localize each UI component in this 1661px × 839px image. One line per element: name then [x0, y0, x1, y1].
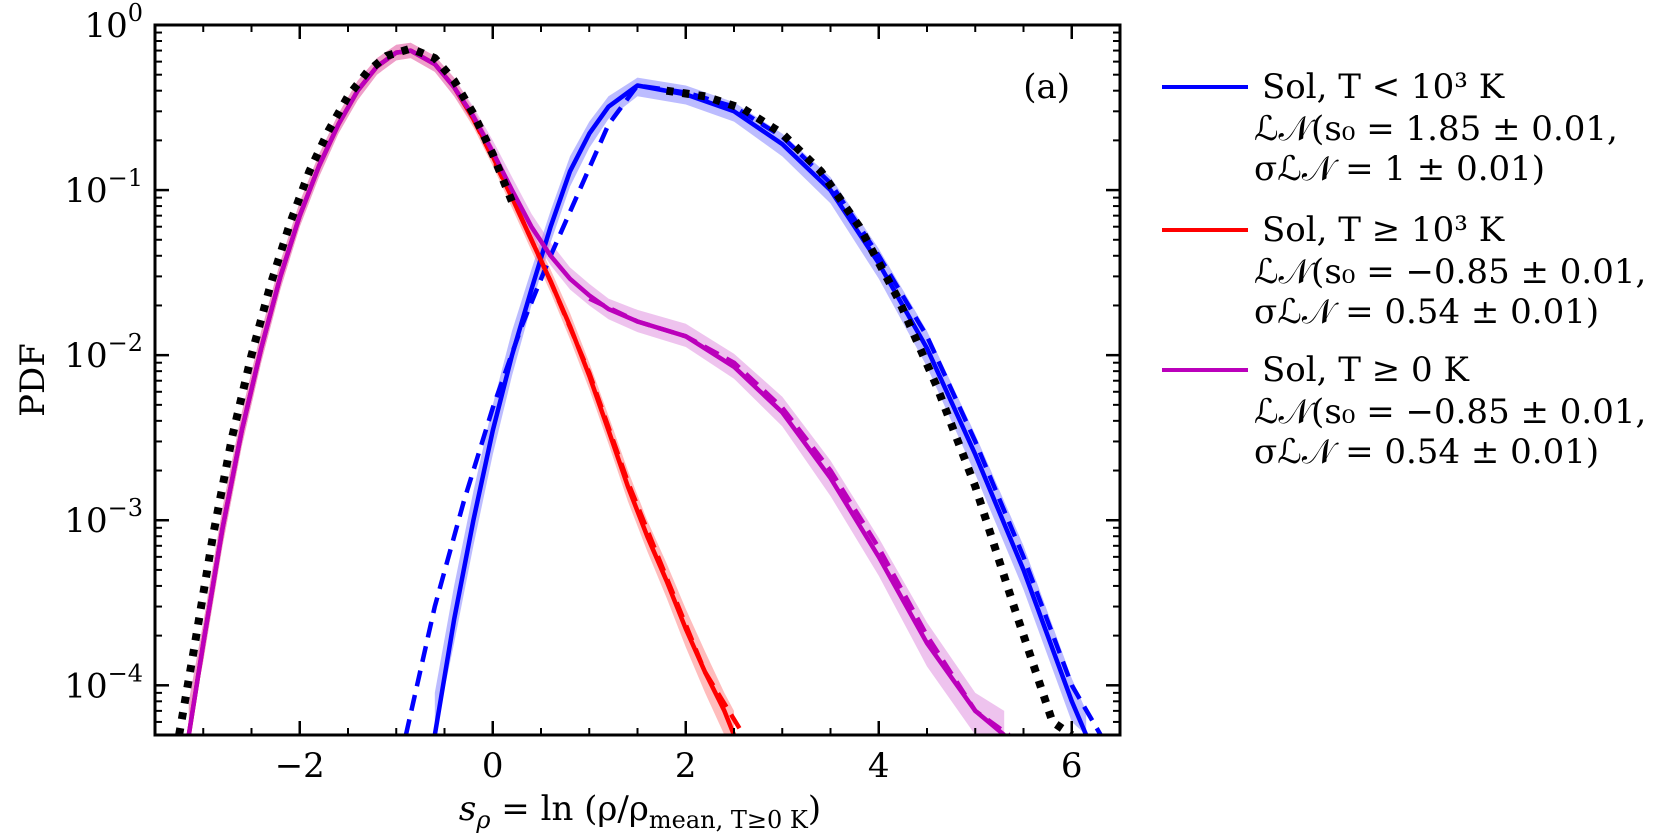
x-axis-label-main: s — [459, 789, 476, 829]
x-tick-label-3: 2 — [675, 746, 697, 786]
legend-fit-1b: σℒ𝒩 = 1 ± 0.01) — [1254, 149, 1545, 189]
y-tick-label-5: 10−4 — [64, 659, 143, 706]
x-tick-label-5: 6 — [1061, 746, 1083, 786]
series-band-1 — [434, 77, 1087, 735]
series-line-5 — [186, 48, 1006, 735]
series-line-3 — [186, 48, 737, 735]
x-axis-label-eq: = ln (ρ/ρ — [490, 789, 648, 829]
x-axis-label: sρ = ln (ρ/ρmean, T≥0 K) — [459, 789, 821, 834]
legend-label-1: Sol, T < 10³ K — [1262, 67, 1505, 107]
legend-label-3: Sol, T ≥ 0 K — [1262, 350, 1469, 390]
panel-label: (a) — [1023, 67, 1070, 107]
series-line-7 — [175, 44, 516, 735]
x-axis-label-sub: mean, T≥0 K — [649, 806, 809, 834]
legend-fit-2b: σℒ𝒩 = 0.54 ± 0.01) — [1254, 292, 1599, 332]
legend-fit-2a: ℒ𝒩(s₀ = −0.85 ± 0.01, — [1254, 252, 1646, 292]
series-band-3 — [188, 42, 734, 735]
y-tick-label-1: 100 — [84, 0, 143, 46]
plot-frame — [153, 23, 1122, 737]
series-layer — [175, 42, 1103, 735]
y-tick-label-3: 10−2 — [64, 329, 143, 376]
legend-fit-1a: ℒ𝒩(s₀ = 1.85 ± 0.01, — [1254, 109, 1618, 149]
series-line-6 — [588, 296, 1011, 735]
x-tick-label-4: 4 — [868, 746, 890, 786]
legend: Sol, T < 10³ K ℒ𝒩(s₀ = 1.85 ± 0.01, σℒ𝒩 … — [1162, 67, 1646, 472]
x-axis-label-main-sub: ρ — [475, 806, 490, 834]
legend-fit-3a: ℒ𝒩(s₀ = −0.85 ± 0.01, — [1254, 392, 1646, 432]
series-line-2 — [403, 83, 1103, 735]
legend-label-2: Sol, T ≥ 10³ K — [1262, 210, 1505, 250]
y-axis-label: PDF — [13, 343, 53, 417]
legend-entry-2: Sol, T ≥ 10³ K ℒ𝒩(s₀ = −0.85 ± 0.01, σℒ𝒩… — [1162, 210, 1646, 332]
legend-entry-1: Sol, T < 10³ K ℒ𝒩(s₀ = 1.85 ± 0.01, σℒ𝒩 … — [1162, 67, 1618, 189]
x-tick-label-1: −2 — [275, 746, 325, 786]
y-tick-label-4: 10−3 — [64, 494, 143, 541]
series-line-8 — [665, 86, 1075, 735]
legend-fit-3b: σℒ𝒩 = 0.54 ± 0.01) — [1254, 432, 1599, 472]
tick-layer: −2 0 2 4 6 100 10−1 10−2 10−3 10−4 — [64, 0, 1121, 786]
x-axis-label-close: ) — [808, 789, 821, 829]
x-tick-label-2: 0 — [482, 746, 504, 786]
y-tick-label-2: 10−1 — [64, 164, 143, 211]
series-line-1 — [432, 83, 1089, 735]
series-line-4 — [471, 117, 746, 735]
legend-entry-3: Sol, T ≥ 0 K ℒ𝒩(s₀ = −0.85 ± 0.01, σℒ𝒩 =… — [1162, 350, 1646, 472]
